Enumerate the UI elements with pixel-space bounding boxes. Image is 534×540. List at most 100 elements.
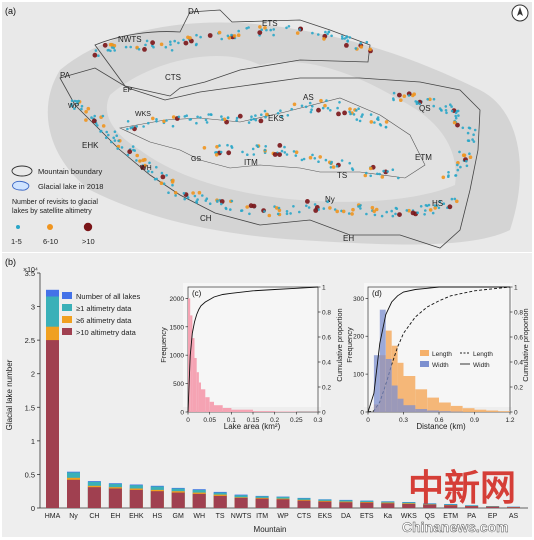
glacial-lake-dot: [264, 145, 268, 148]
glacial-lake-dot: [230, 199, 234, 203]
glacial-lake-dot: [188, 118, 192, 121]
glacial-lake-dot: [321, 106, 325, 110]
glacial-lake-dot: [305, 204, 308, 208]
glacial-lake-dot: [135, 153, 139, 158]
panel-c-histogram-bar: [188, 298, 191, 412]
glacial-lake-dot: [173, 191, 178, 195]
panel-b-category-label: EKS: [318, 513, 332, 520]
panel-d-xtick-label: 0.9: [470, 417, 479, 424]
glacial-lake-dot: [73, 107, 76, 110]
glacial-lake-dot: [101, 114, 105, 118]
region-label-ehk: EHK: [82, 141, 99, 150]
panel-b-bar: [444, 505, 458, 508]
legend-swatch-ge6: [62, 316, 72, 323]
glacial-lake-dot: [442, 202, 446, 205]
glacial-lake-dot: [280, 115, 284, 118]
glacial-lake-dot: [263, 109, 267, 113]
panel-c-histogram-bar: [231, 409, 253, 412]
glacial-lake-dot: [276, 112, 280, 115]
glacial-lake-dot: [102, 42, 108, 48]
glacial-lake-dot: [277, 152, 282, 158]
glacial-lake-dot: [324, 158, 328, 162]
glacial-lake-dot: [116, 147, 119, 150]
glacial-lake-dot: [472, 140, 476, 143]
glacial-lake-dot: [307, 206, 311, 209]
glacial-lake-dot: [150, 170, 154, 174]
glacial-lake-dot: [221, 118, 224, 121]
glacial-lake-dot: [313, 208, 319, 213]
panel-d-ytick-label: 300: [353, 296, 364, 303]
glacial-lake-dot: [350, 212, 354, 216]
glacial-lake-dot: [265, 112, 269, 117]
glacial-lake-dot: [326, 200, 330, 203]
panel-b-category-label: PA: [467, 513, 476, 520]
glacial-lake-dot: [107, 48, 110, 52]
panel-c-histogram-bar: [190, 315, 193, 412]
glacial-lake-dot: [75, 100, 79, 103]
glacial-lake-dot: [170, 49, 174, 52]
glacial-lake-dot: [447, 174, 450, 177]
glacial-lake-dot: [199, 116, 202, 119]
glacial-lake-dot: [182, 38, 185, 42]
glacial-lake-dot: [283, 151, 287, 154]
glacial-lake-dot: [222, 117, 227, 122]
glacial-lake-dot: [164, 45, 168, 49]
glacial-lake-dot: [254, 114, 257, 117]
legend-swatch-width-bar: [420, 361, 429, 367]
glacial-lake-dot: [137, 48, 141, 51]
glacial-lake-dot: [322, 37, 326, 41]
glacial-lake-dot: [450, 197, 454, 201]
glacial-lake-dot: [318, 155, 323, 159]
glacial-lake-dot: [77, 99, 80, 103]
glacial-lake-dot: [468, 152, 471, 155]
panel-c-xlabel: Lake area (km²): [224, 422, 281, 431]
glacial-lake-dot: [207, 33, 213, 38]
legend-dot-medium: [47, 224, 53, 230]
panel-d-histogram-bar: [498, 411, 510, 412]
glacial-lake-dot: [167, 191, 170, 194]
glacial-lake-dot: [376, 172, 379, 176]
glacial-lake-dot: [444, 105, 448, 108]
glacial-lake-dot: [232, 34, 237, 38]
mountain-boundary-legend-icon: [11, 165, 33, 177]
glacial-lake-dot: [298, 28, 302, 31]
glacial-lake-dot: [237, 113, 243, 119]
glacial-lake-dot: [195, 121, 198, 125]
glacial-lake-dot: [265, 28, 268, 32]
glacial-lake-dot: [196, 115, 199, 119]
glacial-lake-dot: [260, 113, 263, 116]
glacial-lake-dot: [177, 41, 180, 45]
panel-b-category-label: QS: [425, 513, 435, 520]
legend-swatch-gt10: [62, 328, 72, 335]
glacial-lake-dot: [97, 54, 100, 57]
glacial-lake-dot: [368, 47, 373, 52]
glacial-lake-dot: [147, 170, 150, 173]
glacial-lake-dot: [304, 105, 308, 109]
panel-b-category-label: EP: [488, 513, 498, 520]
glacial-lake-dot: [391, 214, 395, 218]
glacial-lake-dot: [113, 139, 117, 142]
panel-d-y2tick-label: 0: [514, 410, 518, 417]
panel-c-ytick-label: 2000: [170, 296, 185, 303]
panel-d-histogram-bar: [385, 359, 392, 412]
region-label-ch: CH: [200, 214, 212, 223]
glacial-lake-dot: [277, 143, 283, 148]
panel-d-histogram-bar: [397, 398, 404, 412]
glacial-lake-dot: [424, 209, 427, 212]
glacial-lake-dot: [101, 124, 106, 128]
panel-c-y2tick-label: 0.4: [322, 360, 331, 367]
panel-b-category-label: Ka: [384, 513, 393, 520]
panel-d-histogram-bar: [439, 411, 451, 412]
panel-d-histogram-bar: [403, 405, 416, 412]
glacial-lake-dot: [384, 120, 389, 124]
glacial-lake-dot: [445, 111, 448, 115]
glacial-lake-legend-icon: [12, 180, 30, 191]
panel-d-histogram-bar: [450, 405, 463, 412]
region-label-wp: WP: [68, 103, 80, 110]
inset-c: 0 0.05 0.1 0.15 0.2 0.25 0.3050010001500200000…: [159, 283, 344, 431]
glacial-lake-dot: [310, 108, 313, 111]
glacial-lake-dot: [368, 166, 373, 171]
glacial-lake-dot: [456, 109, 460, 113]
glacial-lake-dot: [245, 27, 248, 30]
